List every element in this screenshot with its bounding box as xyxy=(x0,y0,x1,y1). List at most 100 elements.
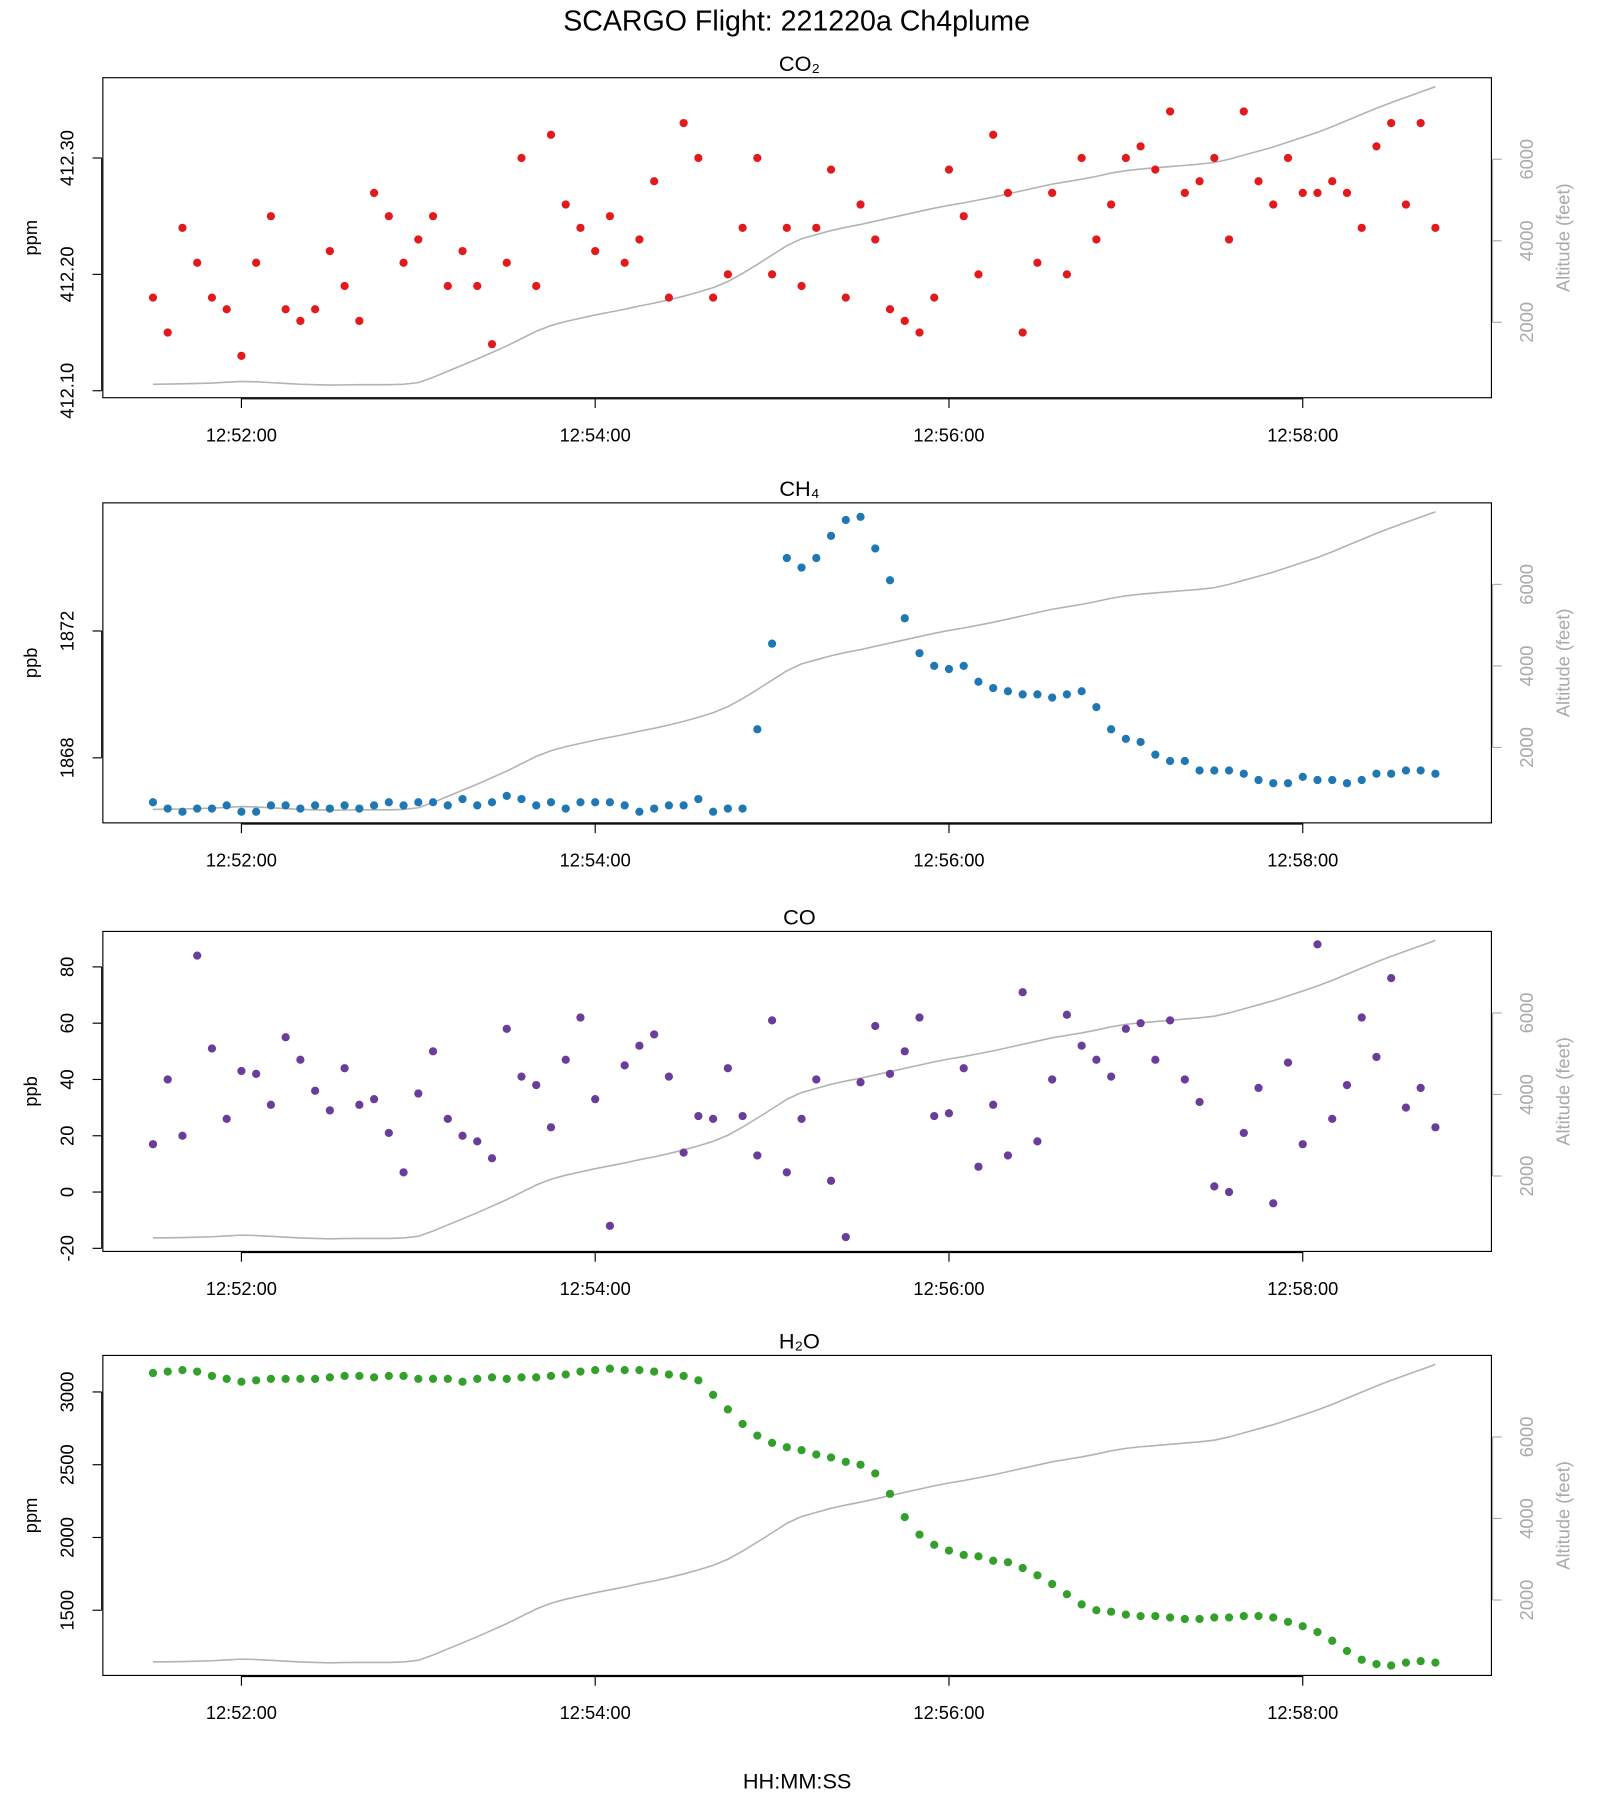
data-point xyxy=(944,1109,954,1118)
data-point xyxy=(679,118,688,128)
data-point xyxy=(1165,1016,1175,1025)
data-point xyxy=(989,1100,998,1109)
data-point xyxy=(281,801,290,810)
data-point xyxy=(561,200,570,209)
data-point xyxy=(178,1366,187,1375)
data-point xyxy=(414,798,423,807)
data-point xyxy=(797,1114,806,1123)
data-point xyxy=(207,293,217,302)
data-point xyxy=(1048,1579,1057,1589)
data-point xyxy=(1210,1613,1219,1622)
data-point xyxy=(266,1100,276,1109)
data-point xyxy=(709,1114,718,1123)
data-point xyxy=(1401,1103,1411,1112)
data-point xyxy=(753,1431,762,1440)
data-point xyxy=(355,1100,364,1109)
data-point xyxy=(1254,775,1263,785)
data-point xyxy=(944,1546,954,1555)
data-point xyxy=(252,1069,261,1078)
y-tick-label: 2000 xyxy=(56,1517,77,1558)
data-point xyxy=(1298,1622,1307,1631)
data-point xyxy=(163,328,172,337)
data-point xyxy=(1151,1611,1160,1621)
data-point xyxy=(1180,1075,1189,1084)
data-point xyxy=(428,212,438,221)
data-point xyxy=(148,1140,158,1149)
data-point xyxy=(148,1368,158,1378)
data-point xyxy=(222,801,231,810)
data-point xyxy=(502,258,511,267)
data-point xyxy=(1092,702,1101,712)
data-point xyxy=(281,305,290,314)
data-point xyxy=(1210,1182,1219,1191)
data-point xyxy=(1328,1114,1337,1123)
data-point xyxy=(782,553,791,563)
data-point xyxy=(193,951,202,960)
data-point xyxy=(384,798,393,807)
data-point xyxy=(738,1111,747,1121)
data-point xyxy=(605,212,615,221)
data-point xyxy=(591,1095,600,1104)
data-point xyxy=(1313,1627,1322,1637)
data-point xyxy=(428,1374,438,1383)
data-point xyxy=(1136,1019,1145,1028)
data-point xyxy=(1018,328,1027,337)
data-point xyxy=(723,1064,732,1073)
data-point xyxy=(178,807,187,816)
data-point xyxy=(576,798,585,807)
data-point xyxy=(178,1131,187,1140)
data-point xyxy=(826,1453,836,1462)
data-point xyxy=(1092,1606,1101,1615)
data-point xyxy=(325,1373,334,1382)
data-point xyxy=(1372,1052,1381,1062)
data-point xyxy=(797,563,806,572)
data-point xyxy=(635,1366,644,1375)
data-point xyxy=(1077,153,1086,163)
data-point xyxy=(856,1460,865,1469)
data-point xyxy=(1372,1659,1381,1669)
data-point xyxy=(1195,177,1204,186)
data-point xyxy=(1269,779,1278,788)
data-point xyxy=(738,804,747,813)
data-point xyxy=(1239,1611,1248,1621)
data-point xyxy=(163,1075,172,1084)
data-point xyxy=(1342,188,1352,198)
x-tick-label: 12:56:00 xyxy=(913,424,984,445)
data-point xyxy=(753,153,762,163)
data-point xyxy=(723,1405,732,1414)
data-point xyxy=(1416,1083,1425,1093)
data-point xyxy=(1239,1128,1248,1138)
data-point xyxy=(369,801,379,810)
data-point xyxy=(915,1013,924,1022)
data-point xyxy=(709,807,718,816)
data-point xyxy=(1195,1097,1204,1107)
data-point xyxy=(325,246,334,256)
plot-frame xyxy=(102,77,1492,399)
data-point xyxy=(1269,1613,1278,1622)
data-point xyxy=(561,804,570,813)
data-point xyxy=(1062,1010,1072,1019)
data-point xyxy=(148,293,158,302)
data-point xyxy=(532,1373,541,1382)
data-point xyxy=(635,235,644,244)
data-point xyxy=(517,1373,526,1382)
data-point xyxy=(1387,1661,1396,1670)
data-point xyxy=(1387,974,1396,983)
data-point xyxy=(1121,1610,1130,1619)
data-point xyxy=(340,801,349,810)
data-point xyxy=(871,1021,880,1031)
data-point xyxy=(944,165,954,174)
y-tick-label: 80 xyxy=(56,957,77,977)
altitude-line xyxy=(152,511,1436,812)
data-point xyxy=(532,801,541,810)
data-point xyxy=(591,246,600,256)
data-point xyxy=(369,1095,379,1104)
data-point xyxy=(163,804,172,813)
data-point xyxy=(1151,165,1160,174)
data-point xyxy=(694,153,703,163)
data-point xyxy=(989,683,998,693)
data-point xyxy=(340,1371,349,1381)
data-point xyxy=(428,1047,438,1056)
data-point xyxy=(1313,775,1322,785)
